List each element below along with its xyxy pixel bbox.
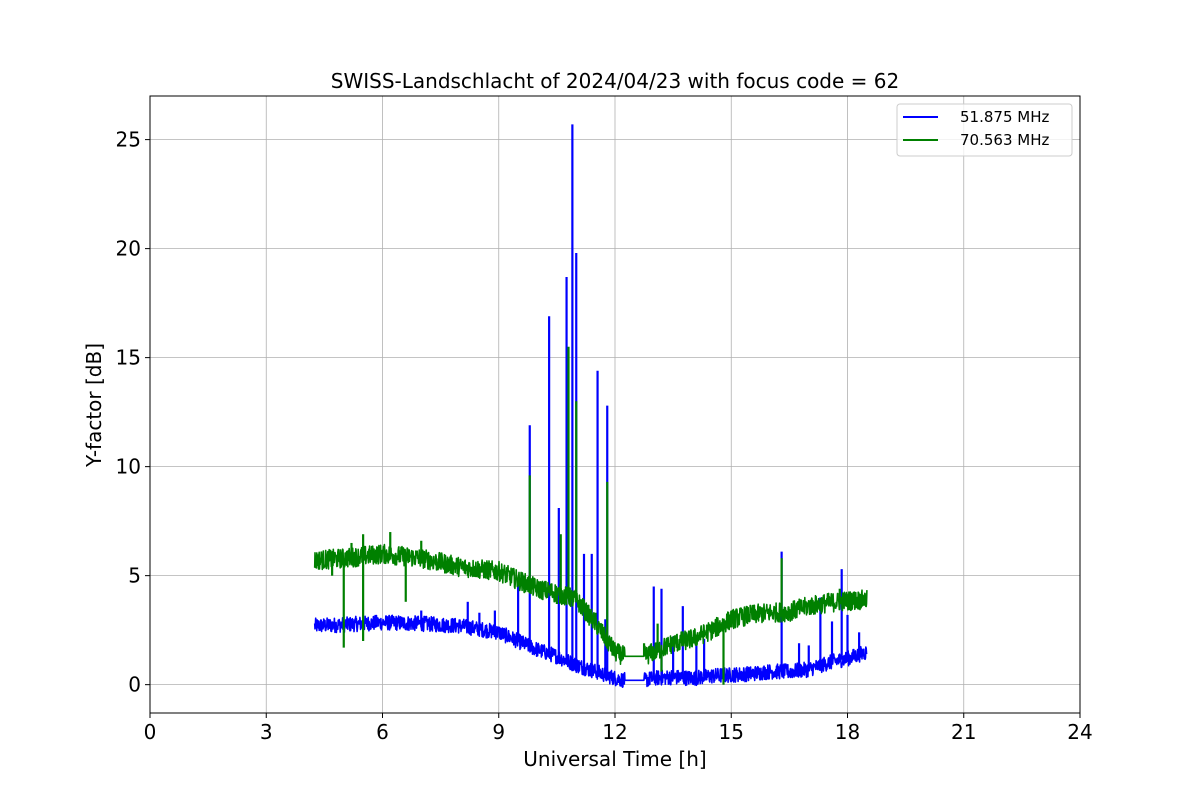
- x-axis-label: Universal Time [h]: [523, 747, 706, 771]
- x-tick-label: 3: [260, 720, 273, 744]
- x-tick-label: 6: [376, 720, 389, 744]
- y-tick-label: 10: [116, 455, 141, 479]
- x-tick-label: 18: [835, 720, 860, 744]
- y-tick-label: 15: [116, 346, 141, 370]
- plot-series: [313, 124, 868, 688]
- y-axis-label: Y-factor [dB]: [82, 343, 106, 468]
- y-tick-label: 5: [128, 564, 141, 588]
- y-tick-label: 0: [128, 673, 141, 697]
- axis-ticks: 0 3 6 9 12 15 18 21 24 0 5 10 15 20 25: [116, 128, 1093, 744]
- legend: 51.875 MHz 70.563 MHz: [896, 103, 1073, 157]
- legend-label-51875: 51.875 MHz: [960, 108, 1049, 126]
- legend-box: [896, 103, 1073, 157]
- legend-label-70563: 70.563 MHz: [960, 131, 1049, 149]
- x-tick-label: 12: [602, 720, 627, 744]
- y-tick-label: 20: [116, 237, 141, 261]
- x-tick-label: 21: [951, 720, 976, 744]
- x-tick-label: 0: [144, 720, 157, 744]
- chart-title: SWISS-Landschlacht of 2024/04/23 with fo…: [331, 69, 899, 93]
- y-tick-label: 25: [116, 128, 141, 152]
- x-tick-label: 9: [492, 720, 505, 744]
- x-tick-label: 15: [719, 720, 744, 744]
- x-tick-label: 24: [1067, 720, 1092, 744]
